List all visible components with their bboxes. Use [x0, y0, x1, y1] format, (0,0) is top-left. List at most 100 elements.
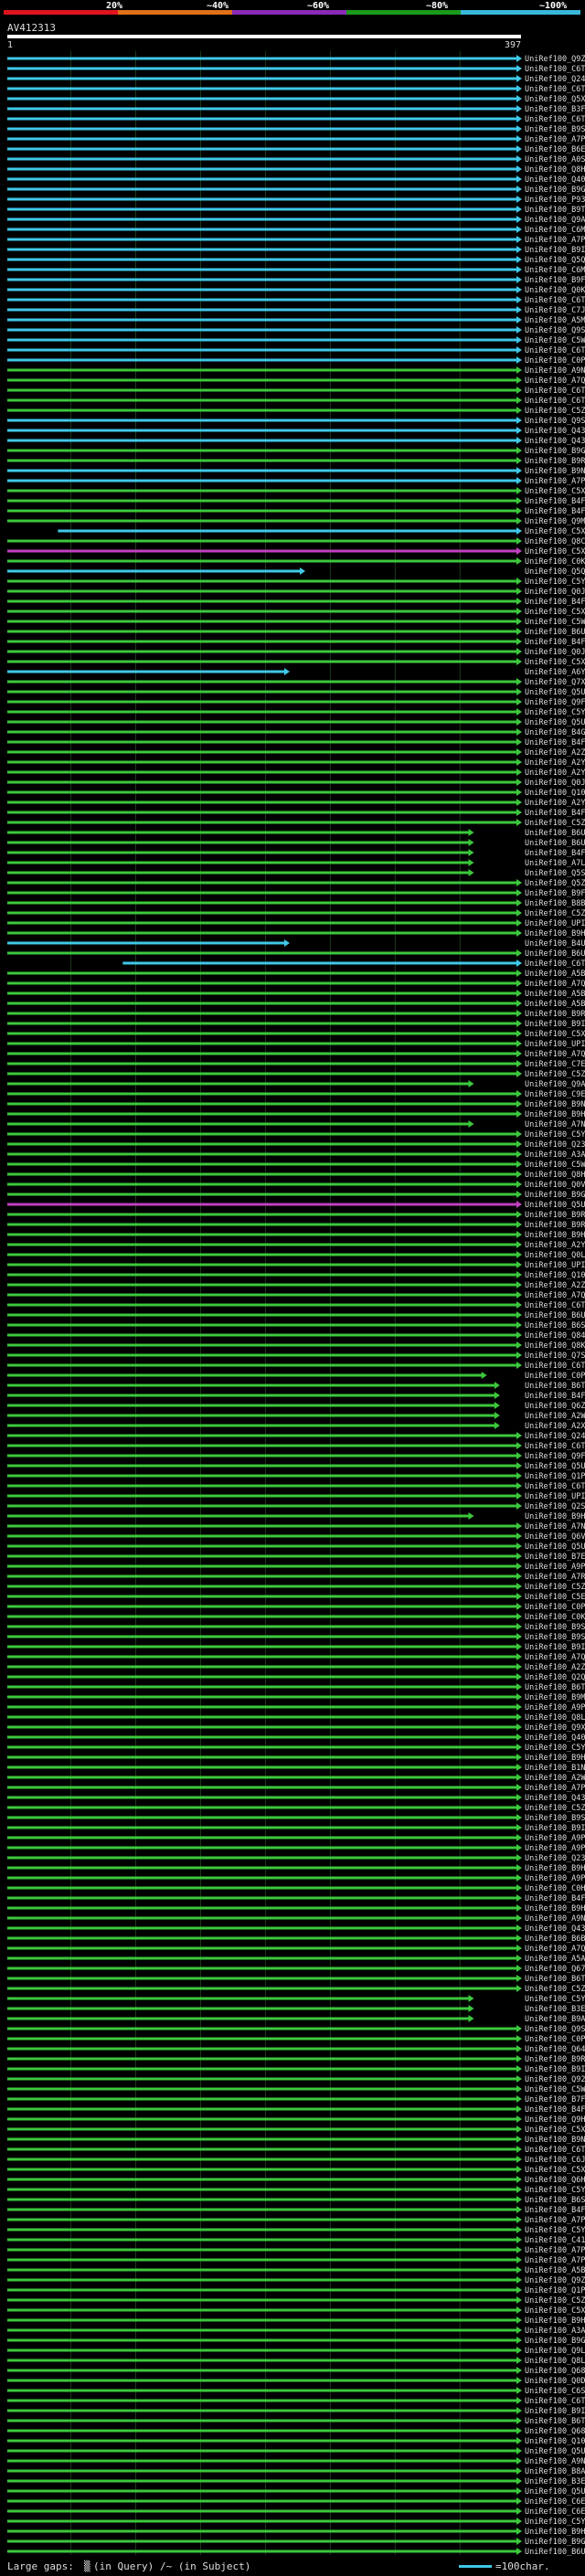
hit-label[interactable]: UniRef100_C5ZFR1 — [525, 2296, 585, 2306]
hit-label[interactable]: UniRef100_UPI000... — [525, 1040, 585, 1049]
hit-bar[interactable] — [7, 2208, 517, 2211]
hit-bar[interactable] — [7, 2077, 517, 2081]
hit-bar[interactable] — [7, 1394, 495, 1397]
hit-label[interactable]: UniRef100_A7PRK2 — [525, 2216, 585, 2225]
hit-label[interactable]: UniRef100_Q1PGH3 — [525, 1472, 585, 1481]
hit-bar[interactable] — [7, 1092, 517, 1096]
hit-bar[interactable] — [7, 1936, 517, 1940]
hit-row[interactable]: UniRef100_Q43873 — [7, 437, 585, 446]
hit-row[interactable]: UniRef100_Q5U1F9 — [7, 1462, 585, 1471]
hit-row[interactable]: UniRef100_C6TL64 — [7, 115, 585, 124]
hit-bar[interactable] — [7, 2489, 517, 2493]
hit-row[interactable]: UniRef100_C5YYX2 — [7, 1130, 585, 1140]
hit-label[interactable]: UniRef100_B6U531 — [525, 949, 585, 959]
hit-bar[interactable] — [7, 730, 517, 734]
hit-row[interactable]: UniRef100_C6TGM1 — [7, 346, 585, 355]
hit-label[interactable]: UniRef100_B4FYD8 — [525, 809, 585, 818]
hit-label[interactable]: UniRef100_C5Z8S2 — [525, 909, 585, 918]
hit-label[interactable]: UniRef100_Q8C9V9 — [525, 537, 585, 546]
hit-row[interactable]: UniRef100_C6TBQ4 — [7, 65, 585, 74]
hit-row[interactable]: UniRef100_Q9LHA7 — [7, 2347, 585, 2356]
hit-label[interactable]: UniRef100_Q9XRS5 — [525, 1723, 585, 1733]
hit-bar[interactable] — [7, 2067, 517, 2071]
hit-row[interactable]: UniRef100_B3EY14 — [7, 2005, 585, 2014]
hit-row[interactable]: UniRef100_Q43791 — [7, 1924, 585, 1934]
hit-bar[interactable] — [7, 1786, 517, 1789]
hit-label[interactable]: UniRef100_C6TL64 — [525, 115, 585, 124]
hit-label[interactable]: UniRef100_C5X0A0 — [525, 608, 585, 617]
hit-row[interactable]: UniRef100_Q9ST18 — [7, 417, 585, 426]
hit-label[interactable]: UniRef100_A7PRK0 — [525, 2246, 585, 2255]
hit-bar[interactable] — [7, 2529, 517, 2533]
hit-label[interactable]: UniRef100_Q9S2E7 — [525, 326, 585, 335]
hit-row[interactable]: UniRef100_A5BD05 — [7, 2266, 585, 2275]
hit-bar[interactable] — [7, 700, 517, 704]
hit-bar[interactable] — [7, 238, 517, 241]
hit-label[interactable]: UniRef100_A2YB42 — [525, 1241, 585, 1250]
hit-row[interactable]: UniRef100_B9HMP0 — [7, 1231, 585, 1240]
hit-row[interactable]: UniRef100_Q40577 — [7, 1733, 585, 1743]
hit-bar[interactable] — [7, 941, 285, 945]
hit-row[interactable]: UniRef100_B9SEY3 — [7, 125, 585, 134]
hit-row[interactable]: UniRef100_UPI000... — [7, 1492, 585, 1501]
hit-row[interactable]: UniRef100_C6TNE7 — [7, 387, 585, 396]
hit-row[interactable]: UniRef100_A7P9V7 — [7, 477, 585, 486]
hit-bar[interactable] — [7, 1303, 517, 1307]
hit-row[interactable]: UniRef100_C5X8Q4 — [7, 1030, 585, 1039]
hit-row[interactable]: UniRef100_C6T2V4 — [7, 296, 585, 305]
hit-bar[interactable] — [7, 831, 470, 834]
hit-bar[interactable] — [7, 228, 517, 231]
hit-row[interactable]: UniRef100_Q43731 — [7, 427, 585, 436]
hit-row[interactable]: UniRef100_B9T314 — [7, 206, 585, 215]
hit-row[interactable]: UniRef100_A9NTQ0 — [7, 2457, 585, 2466]
hit-label[interactable]: UniRef100_A9PAY3 — [525, 1844, 585, 1853]
hit-label[interactable]: UniRef100_Q7XPV0 — [525, 678, 585, 687]
hit-bar[interactable] — [7, 207, 517, 211]
hit-row[interactable]: UniRef100_B1NEV3 — [7, 1764, 585, 1773]
hit-label[interactable]: UniRef100_Q9FL16 — [525, 1452, 585, 1461]
hit-bar[interactable] — [7, 2278, 517, 2282]
hit-bar[interactable] — [7, 1665, 517, 1669]
hit-label[interactable]: UniRef100_B6STZ5 — [525, 2196, 585, 2205]
hit-row[interactable]: UniRef100_Q7S8H7 — [7, 1352, 585, 1361]
hit-row[interactable]: UniRef100_B9I3S6 — [7, 1020, 585, 1029]
hit-row[interactable]: UniRef100_B6E500 — [7, 145, 585, 154]
hit-label[interactable]: UniRef100_C5WB49 — [525, 618, 585, 627]
hit-bar[interactable] — [7, 1946, 517, 1950]
hit-bar[interactable] — [7, 911, 517, 915]
hit-label[interactable]: UniRef100_C6ETB5 — [525, 2507, 585, 2517]
hit-label[interactable]: UniRef100_Q43873 — [525, 437, 585, 446]
hit-bar[interactable] — [7, 821, 517, 824]
hit-bar[interactable] — [7, 268, 517, 271]
hit-row[interactable]: UniRef100_Q6Z752 — [7, 1402, 585, 1411]
hit-bar[interactable] — [7, 358, 517, 362]
hit-bar[interactable] — [7, 1223, 517, 1226]
hit-row[interactable]: UniRef100_B9RBE4 — [7, 1221, 585, 1230]
hit-row[interactable]: UniRef100_C5XJS7 — [58, 527, 585, 536]
hit-row[interactable]: UniRef100_A7R113 — [7, 1573, 585, 1582]
hit-label[interactable]: UniRef100_B9IDQ3 — [525, 2065, 585, 2074]
hit-bar[interactable] — [7, 2519, 517, 2523]
hit-bar[interactable] — [7, 2097, 517, 2101]
hit-row[interactable]: UniRef100_Q0VQR9 — [7, 1181, 585, 1190]
hit-label[interactable]: UniRef100_B9RBB0 — [525, 1010, 585, 1019]
hit-row[interactable]: UniRef100_C0KKI3 — [7, 1613, 585, 1622]
hit-row[interactable]: UniRef100_B7FK17 — [7, 2095, 585, 2104]
hit-row[interactable]: UniRef100_C6TCF7 — [7, 2397, 585, 2406]
hit-bar[interactable] — [7, 1926, 517, 1930]
hit-bar[interactable] — [7, 1916, 517, 1920]
hit-label[interactable]: UniRef100_C5WF07 — [525, 336, 585, 345]
hit-row[interactable]: UniRef100_B3FE56 — [7, 105, 585, 114]
hit-row[interactable]: UniRef100_B6UTT0 — [7, 1311, 585, 1320]
hit-label[interactable]: UniRef100_Q9AP25 — [525, 1080, 585, 1089]
hit-row[interactable]: UniRef100_B6U145 — [7, 829, 585, 838]
hit-row[interactable]: UniRef100_Q240B0 — [7, 75, 585, 84]
hit-bar[interactable] — [7, 1383, 495, 1387]
hit-row[interactable]: UniRef100_Q1PGH3 — [7, 1472, 585, 1481]
hit-bar[interactable] — [7, 1655, 517, 1659]
hit-bar[interactable] — [7, 1142, 517, 1146]
hit-bar[interactable] — [7, 871, 470, 875]
hit-label[interactable]: UniRef100_Q240B0 — [525, 75, 585, 84]
hit-label[interactable]: UniRef100_Q0DFK3 — [525, 2377, 585, 2386]
hit-label[interactable]: UniRef100_B4F2R9 — [525, 497, 585, 506]
